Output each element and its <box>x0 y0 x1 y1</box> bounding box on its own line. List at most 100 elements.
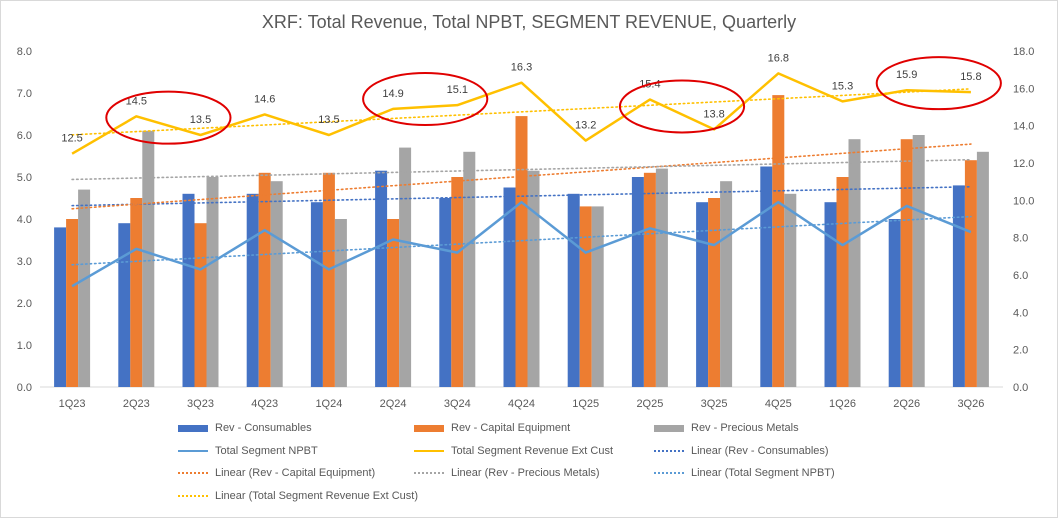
bar-rev-precious-metals <box>527 170 540 387</box>
x-tick-label: 2Q23 <box>123 398 150 410</box>
y-right-tick-label: 0.0 <box>1013 382 1028 394</box>
x-tick-label: 2Q26 <box>893 398 920 410</box>
bar-rev-consumables <box>439 198 452 387</box>
data-label: 14.9 <box>382 88 403 100</box>
bar-rev-consumables <box>824 202 837 387</box>
y-right-tick-label: 4.0 <box>1013 307 1028 319</box>
bar-rev-consumables <box>54 227 67 387</box>
x-tick-label: 3Q24 <box>444 398 471 410</box>
bar-rev-consumables <box>310 202 323 387</box>
data-label: 13.5 <box>318 114 339 126</box>
annotation-ellipse <box>105 90 232 145</box>
data-label: 16.3 <box>511 62 532 74</box>
y-right-tick-label: 12.0 <box>1013 158 1034 170</box>
y-right-tick-label: 18.0 <box>1013 46 1034 58</box>
bar-rev-consumables <box>952 185 965 387</box>
line-total-segment-npbt <box>71 200 972 288</box>
bar-rev-precious-metals <box>976 151 989 387</box>
trendline <box>71 143 972 210</box>
y-right-tick-label: 16.0 <box>1013 83 1034 95</box>
data-label: 16.8 <box>768 52 789 64</box>
data-label: 15.9 <box>896 69 917 81</box>
y-left-tick-label: 4.0 <box>17 214 32 226</box>
bar-rev-capital-equipment <box>900 139 913 387</box>
bar-rev-precious-metals <box>848 139 861 387</box>
bar-rev-precious-metals <box>399 147 412 387</box>
bar-rev-capital-equipment <box>451 177 464 387</box>
y-left-tick-label: 1.0 <box>17 340 32 352</box>
y-right-tick-label: 14.0 <box>1013 121 1034 133</box>
bar-rev-capital-equipment <box>515 116 528 387</box>
bar-rev-precious-metals <box>655 168 668 387</box>
data-label: 14.6 <box>254 93 275 105</box>
y-left-tick-label: 2.0 <box>17 298 32 310</box>
bar-rev-capital-equipment <box>387 219 400 387</box>
bar-rev-consumables <box>760 166 773 387</box>
y-left-tick-label: 8.0 <box>17 46 32 58</box>
annotation-ellipse <box>362 72 489 126</box>
bar-rev-precious-metals <box>334 219 347 387</box>
x-tick-label: 1Q26 <box>829 398 856 410</box>
data-label: 14.5 <box>126 95 147 107</box>
bar-rev-consumables <box>246 193 259 387</box>
data-label: 13.8 <box>703 108 724 120</box>
trendline <box>71 185 972 207</box>
bar-rev-capital-equipment <box>258 172 271 387</box>
bar-rev-precious-metals <box>206 177 219 387</box>
chart-title: XRF: Total Revenue, Total NPBT, SEGMENT … <box>261 12 797 32</box>
x-tick-label: 4Q24 <box>508 398 535 410</box>
bar-rev-precious-metals <box>463 151 476 387</box>
x-tick-label: 1Q25 <box>572 398 599 410</box>
x-tick-label: 4Q23 <box>251 398 278 410</box>
x-tick-label: 3Q25 <box>701 398 728 410</box>
x-tick-label: 2Q24 <box>380 398 407 410</box>
bar-rev-consumables <box>503 187 516 387</box>
data-label: 15.8 <box>960 71 981 83</box>
bar-rev-capital-equipment <box>772 95 785 387</box>
bar-rev-capital-equipment <box>130 198 143 387</box>
bar-rev-capital-equipment <box>643 172 656 387</box>
y-left-tick-label: 7.0 <box>17 88 32 100</box>
x-tick-label: 4Q25 <box>765 398 792 410</box>
bar-rev-consumables <box>888 219 901 387</box>
x-tick-label: 1Q24 <box>315 398 342 410</box>
annotation-ellipse <box>875 56 1002 111</box>
bar-rev-consumables <box>567 193 580 387</box>
line-total-segment-revenue-ext-cust <box>71 72 971 155</box>
data-label: 13.2 <box>575 120 596 132</box>
x-tick-label: 1Q23 <box>59 398 86 410</box>
data-label: 13.5 <box>190 114 211 126</box>
y-right-tick-label: 6.0 <box>1013 270 1028 282</box>
bar-rev-consumables <box>696 202 709 387</box>
bar-rev-consumables <box>118 223 131 387</box>
y-left-tick-label: 6.0 <box>17 130 32 142</box>
x-tick-label: 2Q25 <box>636 398 663 410</box>
y-left-tick-label: 5.0 <box>17 172 32 184</box>
bar-rev-consumables <box>375 170 388 387</box>
bar-rev-precious-metals <box>720 181 733 387</box>
x-tick-label: 3Q23 <box>187 398 214 410</box>
annotation-ellipse <box>618 79 746 134</box>
data-label: 12.5 <box>61 133 82 145</box>
bar-rev-precious-metals <box>912 135 925 387</box>
x-tick-label: 3Q26 <box>957 398 984 410</box>
bar-rev-precious-metals <box>270 181 283 387</box>
bar-rev-capital-equipment <box>836 177 849 387</box>
bar-rev-capital-equipment <box>964 160 977 387</box>
bar-rev-precious-metals <box>591 206 604 387</box>
y-left-tick-label: 0.0 <box>17 382 32 394</box>
bar-rev-consumables <box>182 193 195 387</box>
bar-rev-capital-equipment <box>194 223 207 387</box>
bar-rev-precious-metals <box>142 130 155 388</box>
y-right-tick-label: 8.0 <box>1013 233 1028 245</box>
bar-rev-consumables <box>631 177 644 387</box>
bar-rev-precious-metals <box>784 193 797 387</box>
bar-rev-capital-equipment <box>579 206 592 387</box>
bar-rev-capital-equipment <box>66 219 79 387</box>
y-right-tick-label: 10.0 <box>1013 195 1034 207</box>
bar-rev-capital-equipment <box>322 172 335 387</box>
y-left-tick-label: 3.0 <box>17 256 32 268</box>
data-label: 15.3 <box>832 80 853 92</box>
y-right-tick-label: 2.0 <box>1013 345 1028 357</box>
